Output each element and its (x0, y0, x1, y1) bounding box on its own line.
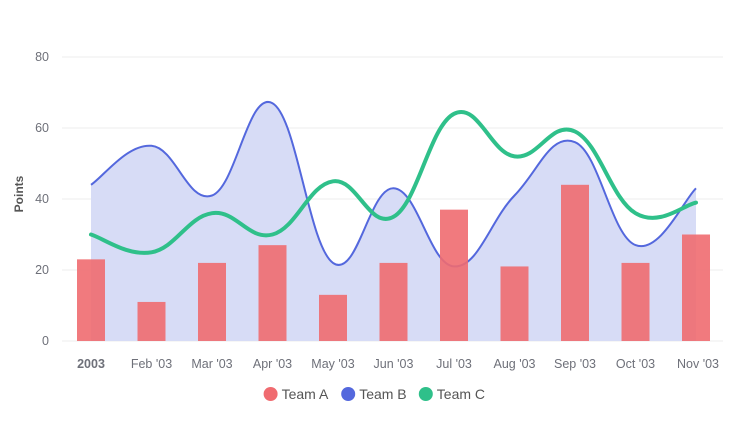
x-tick-label: Sep '03 (554, 357, 596, 371)
team-c-line-layer (89, 110, 698, 255)
team-a-bar-2 (198, 262, 226, 341)
legend-item-team-b[interactable]: Team B (341, 386, 407, 402)
team-a-bar-6 (440, 209, 468, 341)
legend-label: Team B (359, 386, 406, 402)
y-tick-label: 40 (35, 192, 49, 206)
y-axis-label: Points (12, 175, 26, 212)
team-a-bar-4 (319, 294, 347, 341)
x-tick-label: Nov '03 (677, 357, 719, 371)
team-a-bar-8 (561, 184, 589, 341)
legend-item-team-c[interactable]: Team C (418, 386, 485, 402)
team-a-bar-1 (137, 301, 166, 341)
team-a-bar-9 (621, 262, 650, 341)
x-tick-label: Mar '03 (191, 357, 232, 371)
y-tick-label: 0 (42, 334, 49, 348)
x-tick-label: Feb '03 (131, 357, 172, 371)
y-axis: 0 20 40 60 80 (35, 50, 49, 348)
team-c-line (89, 110, 698, 255)
team-a-bar-5 (379, 262, 408, 341)
team-b-area-fill (91, 101, 696, 342)
team-b-area-layer (90, 100, 697, 342)
team-a-bar-10 (682, 234, 710, 341)
y-tick-label: 60 (35, 121, 49, 135)
x-axis: 2003 Feb '03 Mar '03 Apr '03 May '03 Jun '03 J… (77, 357, 719, 371)
team-a-bar-0 (77, 259, 105, 341)
legend-label: Team C (437, 386, 485, 402)
legend-marker-2 (418, 387, 433, 401)
team-b-line (90, 100, 697, 268)
x-tick-label: Jun '03 (374, 357, 414, 371)
x-tick-label: May '03 (311, 357, 354, 371)
x-tick-label: 2003 (77, 357, 105, 371)
y-tick-label: 20 (35, 263, 49, 277)
legend-label: Team A (282, 386, 329, 402)
legend-item-team-a[interactable]: Team A (263, 386, 329, 402)
x-tick-label: Oct '03 (616, 357, 655, 371)
legend-marker-0 (263, 387, 278, 401)
legend[interactable]: Team A Team B Team C (263, 386, 485, 402)
team-a-bar-7 (500, 266, 529, 341)
legend-marker-1 (341, 387, 356, 401)
x-tick-label: Aug '03 (493, 357, 535, 371)
x-tick-label: Apr '03 (253, 357, 292, 371)
x-tick-label: Jul '03 (436, 357, 472, 371)
team-a-bar-3 (258, 245, 287, 341)
y-tick-label: 80 (35, 50, 49, 64)
team-a-bar-layer (77, 184, 710, 341)
